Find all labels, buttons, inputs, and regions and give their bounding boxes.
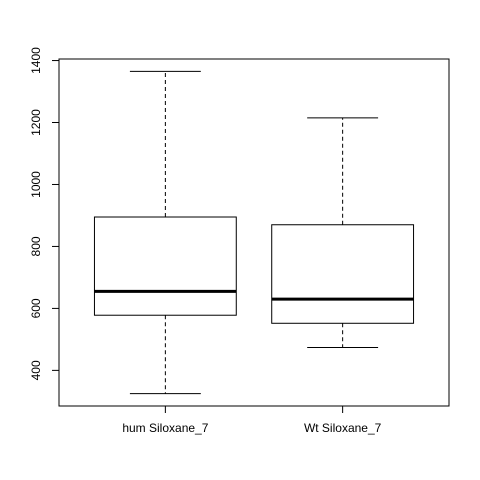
- y-tick-label: 800: [29, 236, 43, 256]
- box-1: [93, 70, 237, 395]
- iqr-box: [271, 224, 415, 324]
- x-axis: hum Siloxane_7 Wt Siloxane_7: [122, 405, 382, 435]
- y-tick-label: 1200: [29, 109, 43, 136]
- y-tick-label: 400: [29, 360, 43, 380]
- boxes: [93, 70, 415, 395]
- y-tick-label: 1400: [29, 47, 43, 74]
- x-tick-label: hum Siloxane_7: [122, 421, 208, 435]
- y-tick-label: 600: [29, 298, 43, 318]
- y-axis: 400 600 800 1000 1200 1400: [29, 47, 60, 380]
- box-2: [271, 117, 415, 348]
- iqr-box: [93, 216, 237, 316]
- y-tick-label: 1000: [29, 171, 43, 198]
- x-tick-label: Wt Siloxane_7: [304, 421, 382, 435]
